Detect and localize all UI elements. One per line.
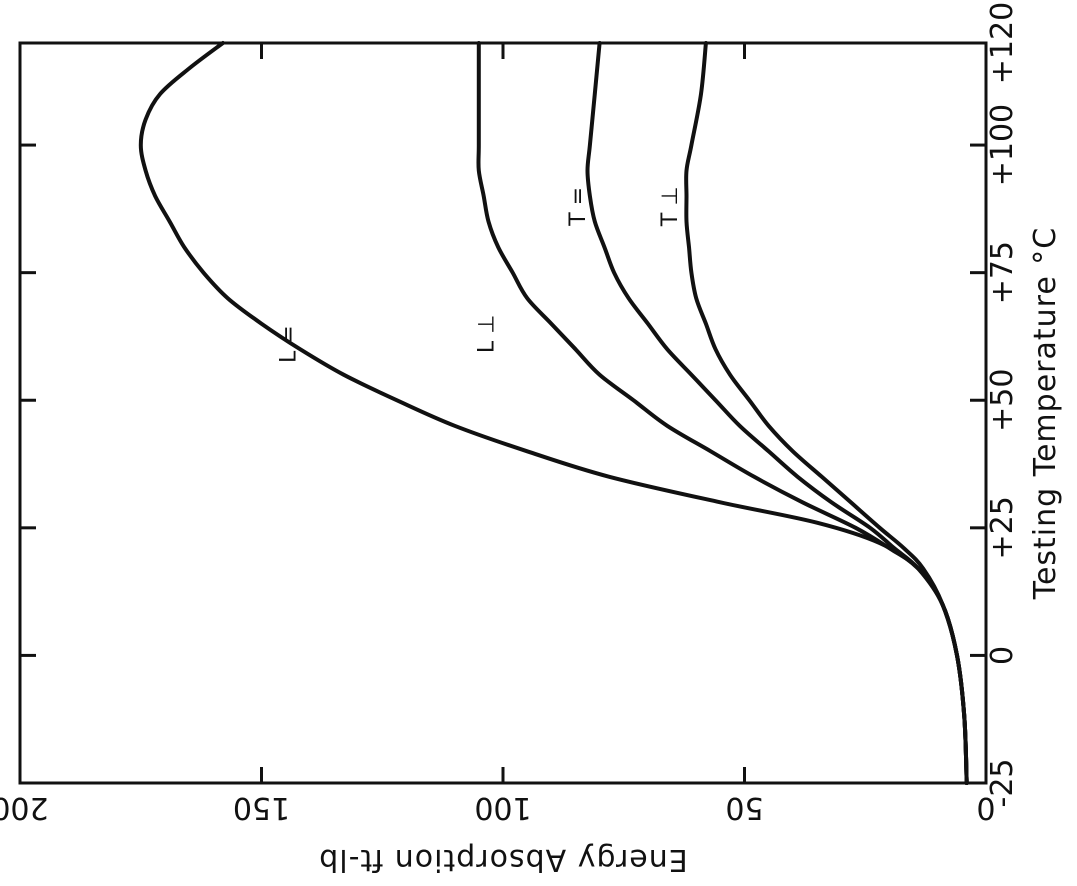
series-label-teq: T = [566,187,591,227]
series-lines [138,41,969,785]
x-tick-label: +50 [985,369,1020,432]
series-label-lperp: L ⊥ [474,315,499,353]
series-label-leq: L = [276,325,301,363]
x-tick-label: +25 [985,496,1020,559]
x-tick-label: -25 [985,759,1020,808]
y-tick-label: 0 [976,790,995,825]
x-tick-label: 0 [985,646,1020,665]
x-axis-title: Testing Temperature °C [1028,227,1063,601]
plot-frame [18,41,988,785]
y-tick-label: 50 [725,790,763,825]
y-tick-label: 150 [233,790,290,825]
x-tick-label: +75 [985,241,1020,304]
series-labels: L = L ⊥ T = T ⊥ [276,187,683,363]
series-label-tperp: T ⊥ [658,187,683,228]
y-tick-label: 100 [474,790,531,825]
series-line-leq [138,41,969,785]
x-tick-label: +100 [985,104,1020,186]
series-line-teq [585,41,969,785]
series-line-lperp [476,41,969,785]
x-tick-label: +120 [985,2,1020,84]
y-tick-label: 200 [0,790,49,825]
series-line-tperp [684,41,969,785]
tick-labels: -250+25+50+75+100+120050100150200 [0,2,1020,825]
y-axis-title: Energy Absorption ft-lb [318,842,688,877]
axis-ticks [18,41,988,785]
